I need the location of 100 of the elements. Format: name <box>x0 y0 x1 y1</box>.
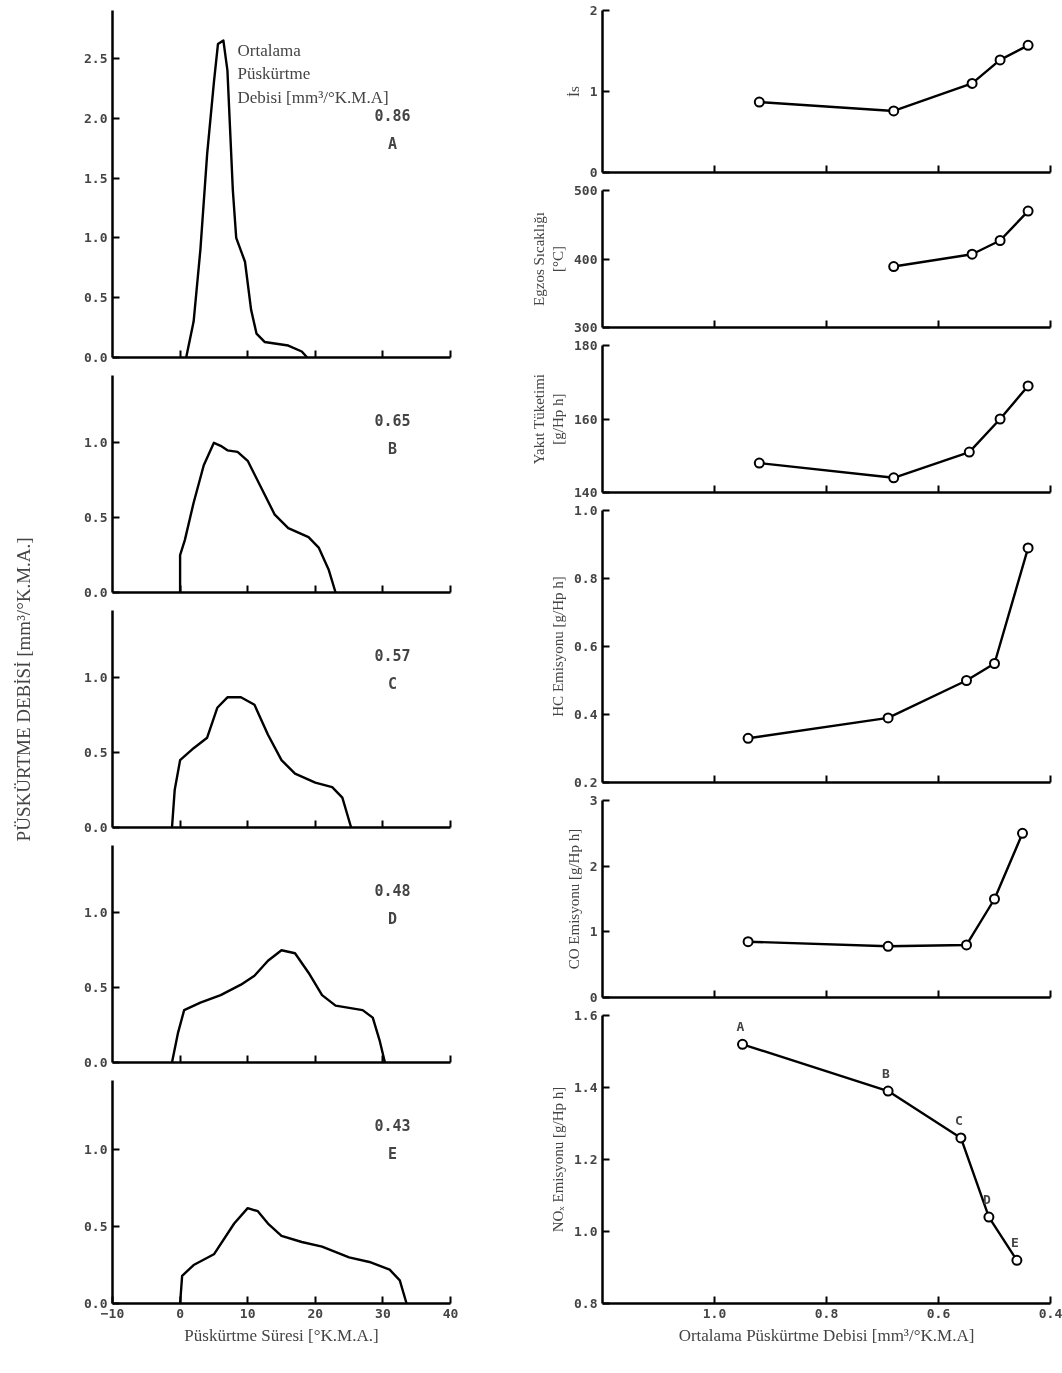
annotation: E <box>1010 1235 1019 1251</box>
point <box>882 1085 894 1097</box>
y-tick-label: 0.4 <box>574 707 598 722</box>
y-tick-label: 1.0 <box>84 1142 108 1158</box>
point <box>888 261 900 273</box>
point <box>753 457 765 469</box>
y-tick-label: 2.5 <box>84 50 108 66</box>
annotation: 0.48 <box>374 881 411 900</box>
x-tick-label: 20 <box>307 1305 324 1321</box>
y-tick-label: 0.0 <box>84 585 108 600</box>
y-tick-label: 0.0 <box>84 350 108 365</box>
y-tick-label: 0.6 <box>574 639 598 654</box>
y-tick-label: 2 <box>589 3 598 18</box>
y-tick-label: 500 <box>574 183 598 198</box>
y-tick-label: 180 <box>574 338 598 353</box>
x-axis-title: Ortalama Püskürtme Debisi [mm³/°K.M.A] <box>678 1325 975 1345</box>
point <box>1022 39 1034 51</box>
x-tick-label: 0.6 <box>926 1305 951 1321</box>
y-axis-title: CO Emisyonu [g/Hp h] <box>565 828 582 970</box>
x-tick-label: 0.4 <box>1038 1305 1062 1321</box>
point <box>989 893 1000 905</box>
annotation: A <box>736 1019 745 1035</box>
y-tick-label: 1.5 <box>84 170 108 186</box>
annotation: B <box>387 439 398 458</box>
point <box>994 235 1006 246</box>
point <box>888 472 900 484</box>
point <box>1022 205 1034 217</box>
point <box>737 1038 748 1050</box>
y-tick-label: 1 <box>589 84 598 99</box>
y-tick-label: 1.2 <box>574 1152 598 1167</box>
legend-title: Ortalama Püskürtme Debisi [mm³/°K.M.A] <box>237 40 389 107</box>
point <box>966 248 978 260</box>
y-tick-label: 1 <box>589 924 598 940</box>
y-tick-label: 400 <box>574 251 598 267</box>
y-axis-title: Yakıt Tüketimi [g/Hp h] <box>530 373 567 465</box>
point <box>994 413 1006 425</box>
annotation: D <box>982 1192 991 1208</box>
point <box>882 712 894 724</box>
y-axis-title: Egzos Sıcaklığı [°C] <box>530 212 567 306</box>
point <box>742 732 754 744</box>
point <box>1017 827 1028 839</box>
point <box>882 940 894 952</box>
y-tick-label: 0.0 <box>84 1055 108 1070</box>
point <box>1011 1254 1023 1266</box>
point <box>983 1211 995 1223</box>
y-tick-label: 1.0 <box>84 905 108 921</box>
y-tick-label: 1.0 <box>84 670 108 686</box>
y-tick-label: 140 <box>574 485 598 500</box>
y-tick-label: 0.8 <box>574 571 598 586</box>
annotation: A <box>387 134 398 153</box>
y-tick-label: 1.0 <box>574 503 598 518</box>
y-tick-label: 1.0 <box>574 1224 598 1239</box>
y-tick-label: 3 <box>589 793 598 808</box>
annotation: 0.86 <box>374 106 411 125</box>
y-tick-label: 0 <box>589 165 598 180</box>
y-tick-label: 0.5 <box>84 745 108 761</box>
y-axis-title: PÜSKÜRTME DEBİSİ [mm³/°K.M.A.] <box>13 537 35 842</box>
point <box>742 936 754 948</box>
y-tick-label: 0.2 <box>574 775 598 790</box>
annotation: 0.43 <box>374 1116 411 1135</box>
y-tick-label: 0.5 <box>84 1219 108 1235</box>
point <box>961 675 972 686</box>
y-tick-label: 300 <box>574 320 598 335</box>
y-tick-label: 0 <box>589 990 598 1005</box>
point <box>961 939 972 951</box>
annotation: C <box>954 1112 963 1128</box>
x-tick-label: 0.8 <box>814 1305 839 1321</box>
x-tick-label: 1.0 <box>702 1305 727 1321</box>
y-tick-label: 1.4 <box>574 1080 598 1095</box>
point <box>989 658 1000 669</box>
point <box>963 446 975 458</box>
point <box>1022 380 1034 392</box>
y-tick-label: 0.5 <box>84 290 108 306</box>
x-tick-label: 40 <box>442 1305 459 1321</box>
y-tick-label: 2.0 <box>84 110 108 126</box>
point <box>1022 542 1034 554</box>
y-tick-label: 0.5 <box>84 510 108 526</box>
annotation: E <box>387 1144 398 1163</box>
y-tick-label: 0.5 <box>84 980 108 996</box>
y-tick-label: 1.0 <box>84 435 108 451</box>
y-axis-title: NOₓ Emisyonu [g/Hp h] <box>550 1086 567 1233</box>
y-tick-label: 2 <box>589 858 598 874</box>
x-tick-label: 30 <box>375 1305 391 1321</box>
x-axis-title: Püskürtme Süresi [°K.M.A.] <box>184 1325 379 1345</box>
point <box>994 54 1006 66</box>
y-axis-title: İs <box>565 85 582 97</box>
y-tick-label: 1.0 <box>84 230 108 246</box>
y-axis-title: HC Emisyonu [g/Hp h] <box>550 576 567 717</box>
point <box>753 96 765 108</box>
point <box>888 105 900 117</box>
point <box>955 1132 967 1144</box>
annotation: C <box>387 674 398 693</box>
x-tick-label: 10 <box>239 1305 256 1321</box>
point <box>966 77 978 89</box>
annotation: 0.57 <box>374 646 411 665</box>
annotation: B <box>882 1066 891 1082</box>
annotation: 0.65 <box>374 411 411 430</box>
y-tick-label: 0.0 <box>84 820 108 835</box>
y-tick-label: 1.6 <box>574 1008 598 1023</box>
y-tick-label: 160 <box>574 411 598 427</box>
